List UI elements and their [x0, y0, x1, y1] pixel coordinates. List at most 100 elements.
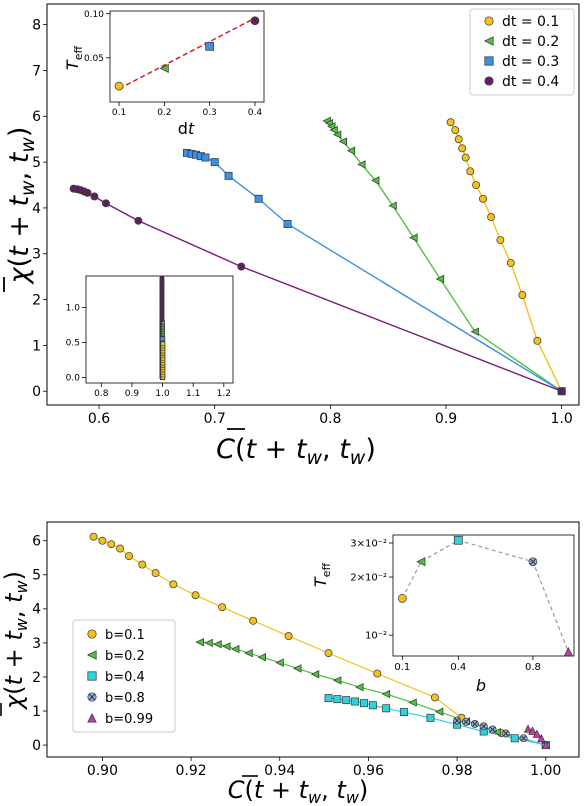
data-point-b=0.1 — [89, 532, 98, 541]
top-xtick-label: 0.7 — [204, 411, 226, 427]
bottom-chart-ylabel: χ(t + tw, tw) — [0, 571, 31, 716]
data-point-dt = 0.1 — [458, 144, 467, 153]
bottom-chart: 0.90 0.92 0.94 0.96 0.98 1.00 0 1 2 3 4 5 6 C(t + tw… — [0, 521, 580, 806]
inset3-point — [563, 647, 573, 657]
data-point-b=0.2 — [204, 638, 213, 648]
data-point-b=0.2 — [231, 644, 240, 654]
inset2-point — [160, 341, 166, 347]
top-inset-teff: 0.1 0.2 0.3 0.4 0.05 0.10 dt Teff — [63, 10, 265, 138]
svg-text:χ(t + tw, tw): χ(t + tw, tw) — [0, 571, 31, 711]
inset2-point — [160, 336, 166, 342]
inset3-ytick-label: 10⁻² — [365, 631, 387, 642]
inset1-xtick-label: 0.4 — [248, 108, 263, 118]
data-point-b=0.99 — [532, 729, 542, 738]
bottom-xtick-label: 0.92 — [175, 763, 206, 779]
data-point-b=0.4 — [399, 708, 408, 716]
bottom-ytick-label: 5 — [32, 568, 41, 584]
data-point-dt = 0.2 — [329, 125, 338, 135]
inset2-xtick-label: 1.0 — [155, 389, 170, 399]
bottom-inset-teff: 0.1 0.4 0.8 10⁻² 2×10⁻² 3×10⁻² b Teff — [311, 534, 575, 695]
legend-marker — [87, 713, 97, 723]
top-ytick-label: 0 — [32, 384, 41, 400]
data-point-dt = 0.3 — [201, 153, 210, 162]
data-point-b=0.2 — [275, 658, 284, 667]
data-point-b=0.4 — [324, 694, 333, 703]
data-point-dt = 0.4 — [83, 188, 92, 197]
top-inset-ylabel: Teff — [63, 46, 85, 71]
inset2-xtick-label: 0.9 — [125, 389, 140, 399]
svg-text:Teff: Teff — [311, 563, 333, 588]
inset2-xtick-label: 1.2 — [217, 389, 231, 399]
top-ytick-label: 4 — [32, 201, 41, 217]
data-point-b=0.8 — [462, 717, 470, 726]
top-xtick-label: 1.0 — [551, 411, 573, 427]
data-point-b=0.99 — [541, 740, 550, 750]
data-point-dt = 0.1 — [451, 126, 460, 134]
data-point-b=0.4 — [360, 699, 368, 708]
data-point-dt = 0.1 — [518, 291, 527, 299]
svg-text:χ(t + tw, tw): χ(t + tw, tw) — [4, 127, 39, 286]
legend-marker — [87, 629, 97, 639]
data-point-b=0.4 — [510, 734, 519, 743]
inset3-point — [528, 557, 538, 567]
legend-label: dt = 0.1 — [502, 14, 559, 30]
inset1-ytick-label: 0.05 — [84, 54, 104, 64]
top-chart-ylabel: χ(t + tw, tw) — [3, 127, 39, 292]
data-point-dt = 0.3 — [283, 220, 292, 228]
inset3-xtick-label: 0.4 — [450, 662, 466, 673]
data-point-dt = 0.2 — [371, 176, 380, 185]
top-chart-markers — [69, 116, 566, 396]
inset2-ytick-label: 0.0 — [66, 374, 81, 384]
data-point-b=0.99 — [537, 733, 546, 743]
inset1-fit-line — [118, 17, 256, 90]
inset2-xtick-label: 0.8 — [94, 389, 109, 399]
top-inset-xlabel: dt — [178, 119, 195, 138]
data-point-b=0.2 — [244, 648, 253, 658]
inset3-ytick-label: 2×10⁻² — [350, 573, 387, 584]
inset3-ytick-label: 3×10⁻² — [350, 538, 387, 549]
bottom-chart-axes: 0.90 0.92 0.94 0.96 0.98 1.00 0 1 2 3 4 5 6 — [32, 534, 561, 779]
data-point-dt = 0.2 — [470, 327, 479, 336]
data-point-b=0.2 — [333, 676, 342, 685]
data-point-b=0.99 — [528, 726, 537, 735]
data-point-b=0.2 — [434, 707, 444, 716]
data-point-b=0.1 — [324, 649, 333, 658]
svg-text:Teff: Teff — [63, 46, 85, 71]
data-point-dt = 0.2 — [338, 137, 348, 146]
bottom-xtick-label: 0.96 — [353, 763, 384, 779]
top-ytick-label: 7 — [32, 63, 41, 79]
data-point-b=0.99 — [523, 724, 533, 733]
bottom-xtick-label: 1.00 — [530, 763, 561, 779]
bottom-ytick-label: 6 — [32, 534, 41, 550]
data-point-b=0.8 — [488, 725, 497, 734]
data-point-b=0.2 — [213, 640, 222, 649]
data-point-dt = 0.1 — [461, 153, 470, 162]
inset3-point — [416, 557, 426, 567]
data-point-b=0.2 — [222, 642, 231, 651]
top-chart-xlabel: C(t + tw, tw) — [216, 434, 376, 469]
data-point-b=0.1 — [125, 552, 133, 561]
inset1-xtick-label: 0.1 — [112, 108, 126, 118]
inset2-xtick-label: 1.1 — [186, 389, 200, 399]
top-ytick-label: 5 — [32, 155, 41, 171]
data-point-dt = 0.1 — [487, 213, 496, 222]
top-ytick-label: 8 — [32, 18, 41, 34]
data-point-b=0.1 — [169, 580, 178, 589]
inset1-ytick-label: 0.10 — [84, 10, 104, 20]
data-point-b=0.4 — [333, 695, 342, 704]
legend-marker — [484, 36, 494, 46]
data-point-b=0.2 — [408, 698, 417, 707]
bottom-inset-frame — [392, 534, 575, 657]
data-point-b=0.4 — [368, 701, 377, 710]
legend-marker — [87, 692, 97, 702]
data-point-dt = 0.4 — [557, 387, 566, 396]
legend-marker — [484, 76, 494, 86]
inset1-xtick-label: 0.3 — [202, 108, 216, 118]
data-point-dt = 0.1 — [496, 236, 505, 244]
top-ytick-label: 3 — [32, 247, 41, 263]
top-chart: 0.6 0.7 0.8 0.9 1.0 0 1 2 3 4 5 6 7 8 C(t + tw, tw) χ… — [3, 3, 580, 469]
data-point-b=0.1 — [218, 603, 227, 612]
top-ytick-label: 1 — [32, 338, 41, 354]
bottom-ytick-label: 4 — [32, 602, 41, 618]
legend-label: b=0.99 — [105, 712, 153, 727]
